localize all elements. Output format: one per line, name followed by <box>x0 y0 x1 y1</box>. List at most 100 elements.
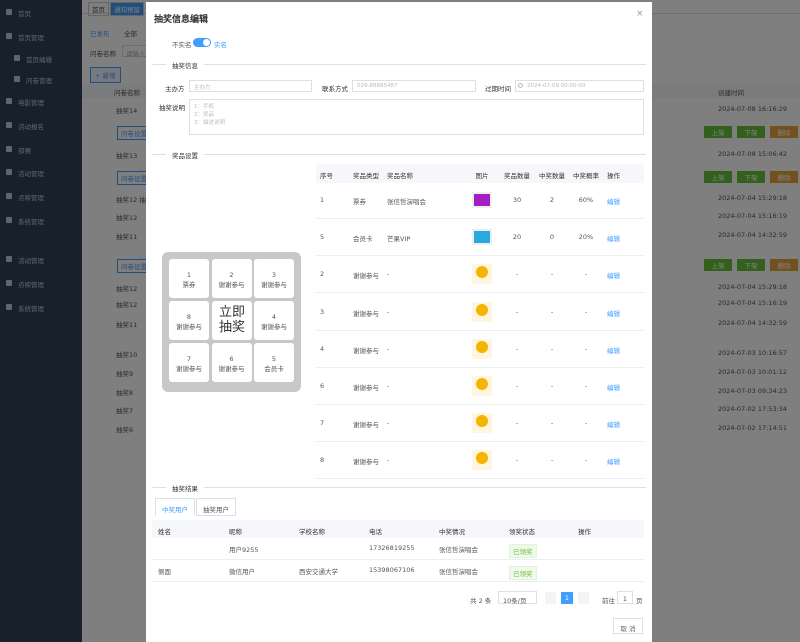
th: 操作 <box>578 528 591 536</box>
goto-label: 前往 <box>602 597 615 605</box>
lottery-cell <box>211 259 252 298</box>
cell-prize: 谢谢参与 <box>176 323 202 331</box>
row-border <box>152 559 644 560</box>
input[interactable]: 主办方 <box>189 80 312 92</box>
td: 20% <box>578 233 594 242</box>
result-tab[interactable]: 抽奖用户 <box>196 498 236 516</box>
row-border <box>316 292 644 294</box>
cell-prize: 谢谢参与 <box>261 281 287 289</box>
row-border <box>316 441 644 443</box>
prize-emoji <box>476 415 488 428</box>
th: 昵称 <box>229 528 242 536</box>
edit-link[interactable]: 编辑 <box>607 272 620 281</box>
page-number[interactable]: 1 <box>561 592 573 604</box>
status-tag: 已领奖 <box>509 566 537 580</box>
edit-link[interactable]: 编辑 <box>607 235 620 244</box>
label: 抽奖说明 <box>159 104 185 112</box>
th: 中奖数量 <box>539 172 565 180</box>
edit-link[interactable]: 编辑 <box>607 421 620 430</box>
td: 芒果VIP <box>387 235 411 244</box>
page-size[interactable]: 10条/页 <box>498 591 537 605</box>
cell-prize: 谢谢参与 <box>218 365 245 373</box>
td: 3 <box>320 307 325 316</box>
textarea-line: 3：描述说明 <box>194 120 225 126</box>
lottery-cell <box>169 343 209 382</box>
cell-prize: 谢谢参与 <box>261 323 287 331</box>
td: 侧面 <box>158 568 171 576</box>
draw-button[interactable]: 立即抽奖 <box>212 301 252 340</box>
cell-index: 3 <box>271 271 277 279</box>
section-line <box>152 154 646 155</box>
next-button[interactable] <box>578 592 589 604</box>
lottery-cell <box>169 259 209 298</box>
close-button[interactable]: × <box>636 9 644 19</box>
td: 0 <box>549 233 555 242</box>
edit-link[interactable]: 编辑 <box>607 384 620 392</box>
th: 奖品类型 <box>353 172 379 180</box>
th: 中奖概率 <box>573 172 599 180</box>
input[interactable]: 029-88885487 <box>352 80 476 92</box>
td: - <box>515 456 519 465</box>
modal-title: 抽奖信息编辑 <box>154 15 209 25</box>
textarea-line: 2：奖品 <box>194 112 214 118</box>
label: 过期时间 <box>485 85 511 93</box>
prize-image <box>472 229 492 246</box>
td: - <box>387 382 390 390</box>
td: - <box>550 270 554 279</box>
td: 17326819255 <box>369 544 415 552</box>
th: 序号 <box>320 172 333 180</box>
th: 图片 <box>475 172 489 180</box>
td: - <box>584 307 588 316</box>
td: 15398067106 <box>369 566 415 574</box>
prize-image <box>472 192 492 208</box>
edit-link[interactable]: 编辑 <box>607 198 620 206</box>
cell-prize: 谢谢参与 <box>218 281 245 289</box>
td: 票券 <box>353 198 366 206</box>
td: - <box>387 270 390 279</box>
td: 谢谢参与 <box>353 309 379 318</box>
cell-index: 7 <box>186 355 192 363</box>
prev-button[interactable] <box>545 592 556 604</box>
goto-unit: 页 <box>636 597 643 605</box>
td: 谢谢参与 <box>353 458 379 467</box>
td: - <box>550 307 554 316</box>
row-border <box>152 581 644 582</box>
cell-index: 4 <box>271 313 277 321</box>
td: - <box>584 456 588 465</box>
row-border <box>316 329 644 331</box>
td: 用户9255 <box>229 546 259 554</box>
th: 领奖状态 <box>509 528 535 536</box>
prize-emoji <box>476 303 488 316</box>
textarea[interactable] <box>189 99 644 135</box>
cancel-button[interactable]: 取 消 <box>613 618 643 634</box>
td: 2 <box>320 270 325 279</box>
td: 7 <box>320 419 325 428</box>
td: - <box>515 419 519 428</box>
td: 张信哲演唱会 <box>439 568 478 576</box>
td: - <box>515 382 519 390</box>
table-header <box>152 520 644 538</box>
switch-knob <box>203 39 210 46</box>
edit-link[interactable]: 编辑 <box>607 346 620 355</box>
td: 30 <box>512 196 522 204</box>
td: - <box>584 344 588 353</box>
status-tag: 已领奖 <box>509 544 537 558</box>
row-border <box>316 366 644 368</box>
th: 操作 <box>607 172 620 180</box>
input[interactable]: 2024-07-09 00:00:00 <box>515 80 644 92</box>
textarea-line: 1：手机 <box>194 104 214 110</box>
prize-emoji <box>476 266 488 279</box>
goto-input[interactable]: 1 <box>617 591 633 604</box>
td: - <box>550 419 554 428</box>
td: 微信用户 <box>229 568 255 576</box>
edit-link[interactable]: 编辑 <box>607 309 620 318</box>
cell-prize: 会员卡 <box>264 365 284 373</box>
td: 60% <box>578 196 594 204</box>
edit-link[interactable]: 编辑 <box>607 458 620 467</box>
td: - <box>515 307 519 316</box>
label: 联系方式 <box>322 85 348 93</box>
result-tab[interactable]: 中奖用户 <box>155 498 195 516</box>
switch[interactable] <box>193 38 211 47</box>
th: 奖品名称 <box>387 172 413 180</box>
